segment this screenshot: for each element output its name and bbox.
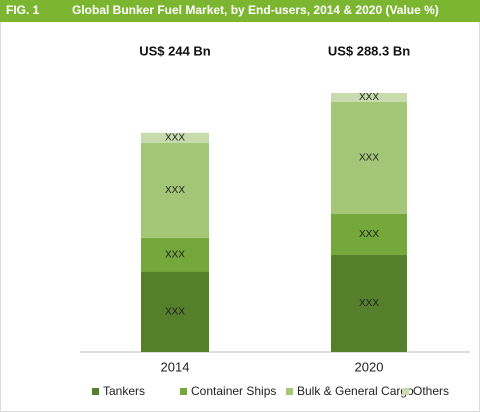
legend-label: Container Ships — [191, 384, 276, 398]
chart-title: Global Bunker Fuel Market, by End-users,… — [72, 3, 439, 17]
legend-swatch — [402, 388, 409, 395]
data-label: XXX — [359, 229, 379, 240]
fig-label: FIG. 1 — [6, 3, 40, 17]
data-label: XXX — [165, 185, 185, 196]
bar-segment — [331, 214, 407, 255]
legend-swatch — [286, 388, 293, 395]
header-bar — [0, 0, 480, 22]
total-label: US$ 244 Bn — [139, 43, 211, 58]
x-tick-label: 2014 — [161, 359, 190, 374]
data-label: XXX — [359, 153, 379, 164]
data-label: XXX — [359, 298, 379, 309]
legend-label: Tankers — [103, 384, 145, 398]
bar-segment — [141, 142, 209, 238]
legend-swatch — [180, 388, 187, 395]
data-label: XXX — [165, 306, 185, 317]
data-label: XXX — [359, 92, 379, 103]
bar-segment — [331, 101, 407, 215]
bar-segment — [141, 237, 209, 272]
total-label: US$ 288.3 Bn — [328, 43, 410, 58]
legend-label: Others — [413, 384, 449, 398]
legend-label: Bulk & General Cargo — [297, 384, 414, 398]
data-label: XXX — [165, 249, 185, 260]
bar-segment — [331, 93, 407, 102]
legend-swatch — [92, 388, 99, 395]
x-tick-label: 2020 — [355, 359, 384, 374]
data-label: XXX — [165, 132, 185, 143]
bar-segment — [331, 254, 407, 352]
bar-segment — [141, 132, 209, 143]
bar-segment — [141, 271, 209, 352]
